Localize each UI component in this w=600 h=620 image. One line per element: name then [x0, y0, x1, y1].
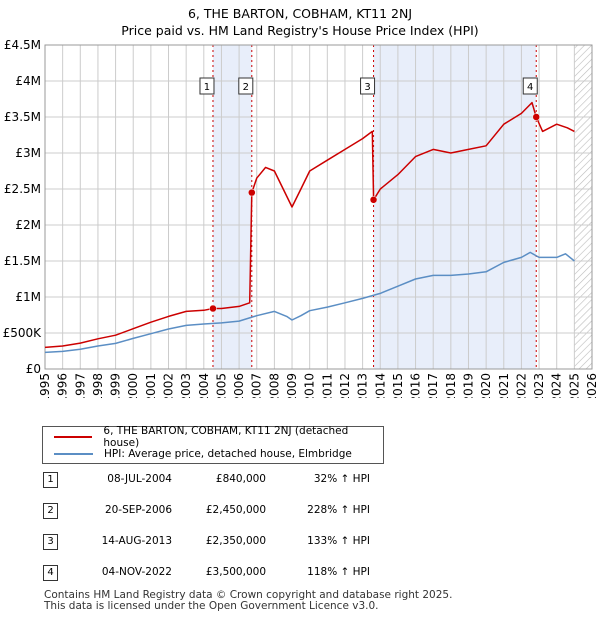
- transaction-number: 3: [43, 534, 58, 550]
- transaction-number: 4: [43, 565, 58, 581]
- x-tick-label: 2008: [267, 373, 281, 398]
- transaction-hpi-change: 118% ↑ HPI: [307, 566, 370, 578]
- table-row: 3 14-AUG-2013 £2,350,000 133% ↑ HPI: [42, 534, 442, 565]
- transaction-date: 20-SEP-2006: [104, 504, 172, 516]
- ownership-shade: [212, 45, 252, 369]
- x-tick-label: 2009: [285, 373, 299, 398]
- x-tick-label: 2018: [444, 373, 458, 398]
- x-tick-label: 2021: [497, 373, 511, 398]
- x-tick-label: 2020: [479, 373, 493, 398]
- transaction-price: £2,350,000: [205, 535, 266, 547]
- transaction-date: 04-NOV-2022: [101, 566, 172, 578]
- x-tick-label: 2025: [567, 373, 581, 398]
- legend: 6, THE BARTON, COBHAM, KT11 2NJ (detache…: [42, 425, 384, 464]
- x-tick-label: 2006: [232, 373, 246, 398]
- legend-item-hpi: HPI: Average price, detached house, Elmb…: [43, 446, 352, 462]
- chart-title-line2: Price paid vs. HM Land Registry's House …: [121, 23, 479, 38]
- x-tick-label: 2024: [550, 373, 564, 398]
- sale-label: 2: [243, 82, 249, 93]
- y-tick-label: £4M: [15, 74, 41, 88]
- y-tick-label: £3.5M: [4, 110, 41, 124]
- y-tick-label: £500K: [3, 326, 43, 340]
- legend-label-property: 6, THE BARTON, COBHAM, KT11 2NJ (detache…: [103, 425, 349, 449]
- y-tick-label: £1M: [15, 290, 41, 304]
- transaction-price: £3,500,000: [205, 566, 266, 578]
- x-tick-label: 2011: [320, 373, 334, 398]
- y-tick-label: £3M: [15, 146, 41, 160]
- x-tick-label: 2010: [303, 373, 317, 398]
- sale-label-box: [199, 77, 215, 95]
- x-tick-label: 2022: [514, 373, 528, 398]
- transaction-price: £840,000: [215, 473, 266, 485]
- series-line: [44, 251, 575, 354]
- chart-title-line1: 6, THE BARTON, COBHAM, KT11 2NJ: [187, 6, 413, 21]
- chart-title: 6, THE BARTON, COBHAM, KT11 2NJ Price pa…: [0, 5, 600, 39]
- transaction-hpi-change: 32% ↑ HPI: [313, 473, 370, 485]
- x-tick-label: 2007: [250, 373, 264, 398]
- legend-swatch-property: [54, 436, 93, 438]
- y-tick-label: £2M: [15, 218, 41, 232]
- legend-label-hpi: HPI: Average price, detached house, Elmb…: [104, 448, 352, 460]
- x-tick-label: 2014: [373, 373, 387, 398]
- sale-label-box: [360, 77, 376, 95]
- y-tick-label: £4.5M: [4, 38, 41, 52]
- x-tick-label: 2002: [162, 373, 176, 398]
- x-tick-label: 2001: [144, 373, 158, 398]
- table-row: 2 20-SEP-2006 £2,450,000 228% ↑ HPI: [42, 503, 442, 534]
- legend-item-property: 6, THE BARTON, COBHAM, KT11 2NJ (detache…: [43, 425, 383, 449]
- x-tick-label: 2004: [197, 373, 211, 398]
- footer-line2: This data is licensed under the Open Gov…: [44, 600, 379, 612]
- sale-point: [209, 304, 217, 313]
- y-tick-label: £1.5M: [4, 254, 41, 268]
- sale-label: 3: [364, 82, 370, 93]
- x-tick-label: 2000: [126, 373, 140, 398]
- transaction-hpi-change: 228% ↑ HPI: [307, 504, 370, 516]
- ownership-shade: [373, 45, 537, 369]
- transaction-price: £2,450,000: [205, 504, 266, 516]
- x-tick-label: 1996: [56, 373, 70, 398]
- y-tick-label: £2.5M: [4, 182, 41, 196]
- series-line: [44, 101, 575, 349]
- x-tick-label: 1998: [91, 373, 105, 398]
- footer-line1: Contains HM Land Registry data © Crown c…: [44, 589, 453, 601]
- sale-label-box: [238, 77, 254, 95]
- x-tick-label: 2023: [532, 373, 546, 398]
- y-tick-label: £0: [26, 362, 41, 376]
- transaction-hpi-change: 133% ↑ HPI: [307, 535, 370, 547]
- table-row: 1 08-JUL-2004 £840,000 32% ↑ HPI: [42, 472, 442, 503]
- legend-swatch-hpi: [54, 453, 93, 455]
- sale-label: 4: [527, 82, 533, 93]
- x-tick-label: 1995: [38, 373, 52, 398]
- x-tick-label: 2019: [461, 373, 475, 398]
- x-tick-label: 1997: [73, 373, 87, 398]
- price-chart: 1 2 3 4 £0 £500K £1M £1.5M £2M £2.5M £3M £3.5M £4M £4…: [3, 38, 599, 398]
- plot-frame: [44, 44, 593, 370]
- sale-point: [248, 188, 256, 197]
- footer-attribution: Contains HM Land Registry data © Crown c…: [44, 590, 452, 612]
- transaction-number: 1: [43, 472, 58, 488]
- transaction-date: 14-AUG-2013: [101, 535, 172, 547]
- sale-point: [369, 196, 378, 204]
- transaction-date: 08-JUL-2004: [107, 473, 172, 485]
- sale-point: [532, 113, 540, 121]
- x-tick-label: 1999: [109, 373, 123, 398]
- future-hatch-region: [574, 45, 592, 369]
- x-tick-label: 2016: [409, 373, 423, 398]
- table-row: 4 04-NOV-2022 £3,500,000 118% ↑ HPI: [42, 565, 442, 596]
- x-tick-label: 2015: [391, 373, 405, 398]
- transactions-table: 1 08-JUL-2004 £840,000 32% ↑ HPI 2 20-SE…: [42, 472, 442, 596]
- sale-label: 1: [204, 82, 210, 93]
- x-tick-label: 2003: [179, 373, 193, 398]
- x-tick-label: 2012: [338, 373, 352, 398]
- transaction-number: 2: [43, 503, 58, 519]
- x-tick-label: 2017: [426, 373, 440, 398]
- x-tick-label: 2005: [214, 373, 228, 398]
- x-tick-label: 2026: [585, 373, 599, 398]
- sale-label-box: [522, 77, 538, 95]
- x-tick-label: 2013: [356, 373, 370, 398]
